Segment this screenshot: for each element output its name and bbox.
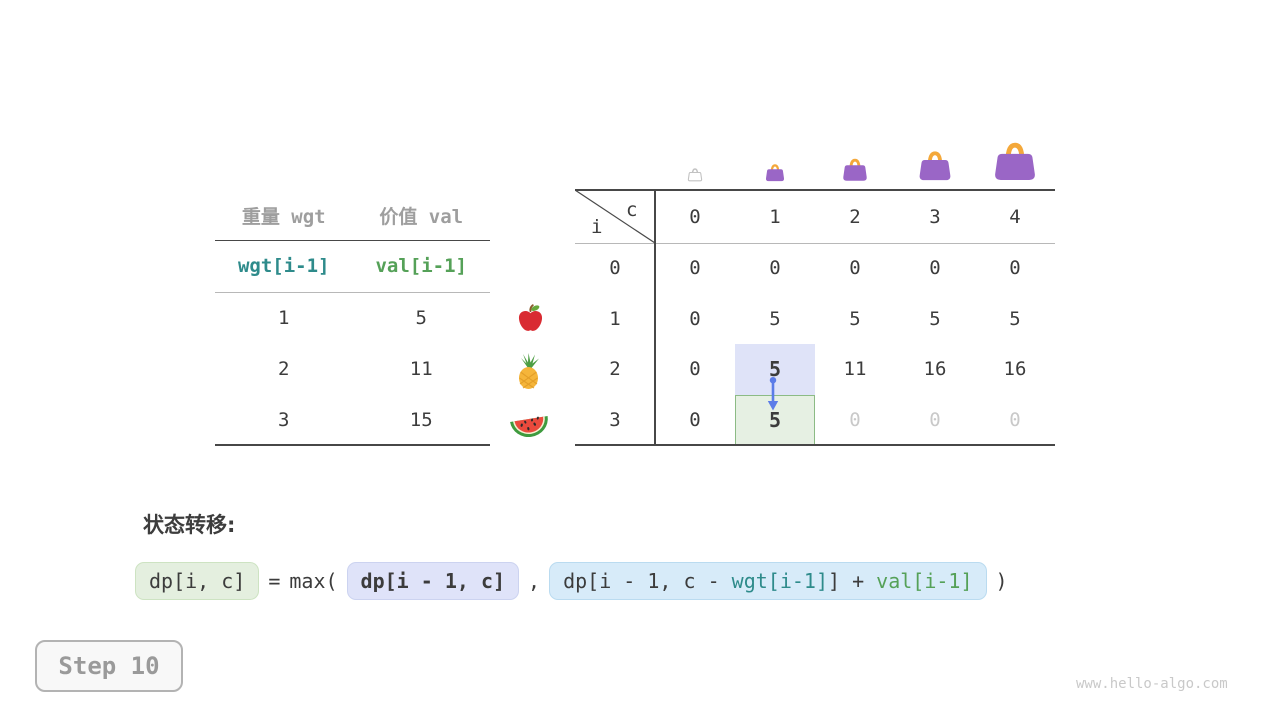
item-3-value: 15 — [409, 408, 433, 431]
step-indicator: Step 10 — [35, 640, 183, 692]
dp-row-header-0: 0 — [609, 257, 621, 280]
item-2-value: 11 — [409, 357, 433, 380]
item-1-weight: 1 — [278, 306, 290, 329]
item-1-value: 5 — [415, 306, 427, 329]
bag-xlarge-icon — [995, 142, 1035, 180]
dp-cell: 0 — [1009, 408, 1021, 431]
formula-arg2-mid: ] + — [828, 569, 877, 593]
items-table: 重量 wgt 价值 val wgt[i-1] val[i-1] 1 5 2 11… — [215, 190, 490, 445]
dp-cell: 0 — [849, 257, 861, 280]
apple-icon — [518, 304, 543, 331]
dp-cell: 5 — [929, 307, 941, 330]
dp-row-header-3: 3 — [609, 408, 621, 431]
dp-table: c i 0 1 2 3 4 0 0 0 0 0 0 1 0 5 5 5 5 2 … — [575, 190, 1055, 445]
items-col-header-value: 价值 val — [379, 205, 464, 228]
dp-table-top-border — [575, 189, 1055, 191]
item-row-2: 2 11 — [215, 343, 490, 394]
formula-arg2-prefix: dp[i - 1, c - — [563, 569, 732, 593]
dp-cell: 0 — [769, 257, 781, 280]
formula-comma: , — [528, 569, 541, 593]
col-variable-label: c — [626, 199, 638, 221]
item-row-3: 3 15 — [215, 394, 490, 445]
dp-corner-cell: c i — [575, 190, 655, 243]
bag-small-icon — [765, 164, 785, 182]
bag-large-icon — [919, 151, 951, 181]
items-table-header-divider — [215, 239, 490, 241]
formula-arg2-wgt: wgt[i-1] — [731, 569, 828, 593]
item-3-weight: 3 — [278, 408, 290, 431]
item-2-weight: 2 — [278, 357, 290, 380]
watermark: www.hello-algo.com — [1076, 676, 1228, 692]
dp-cell: 11 — [843, 358, 867, 381]
dp-cell: 0 — [849, 408, 861, 431]
dp-table-bottom-border — [575, 444, 1055, 446]
corner-diagonal-line — [575, 190, 655, 243]
dp-col-header-1: 1 — [769, 205, 781, 228]
dp-cell: 0 — [689, 307, 701, 330]
formula-equals: = — [268, 569, 281, 593]
dp-table-label-divider — [654, 189, 656, 445]
dp-cell: 0 — [929, 257, 941, 280]
formula-max-open: max( — [289, 569, 338, 593]
dp-col-header-2: 2 — [849, 205, 861, 228]
row-variable-label: i — [591, 216, 603, 238]
dp-cell: 0 — [689, 408, 701, 431]
dp-cell: 5 — [1009, 307, 1021, 330]
pineapple-icon — [519, 353, 539, 389]
formula-arg1-chip: dp[i - 1, c] — [346, 562, 520, 600]
formula-lhs-chip: dp[i, c] — [135, 562, 260, 600]
val-index-label: val[i-1] — [375, 255, 467, 277]
dp-cell: 0 — [929, 408, 941, 431]
dp-col-header-4: 4 — [1009, 205, 1021, 228]
dp-row-header-2: 2 — [609, 358, 621, 381]
items-table-index-row: wgt[i-1] val[i-1] — [215, 240, 490, 292]
transition-formula: dp[i, c] = max( dp[i - 1, c] , dp[i - 1,… — [135, 560, 1008, 602]
transition-arrow-icon — [767, 377, 779, 411]
dp-table-header-divider — [575, 242, 1055, 244]
watermelon-icon — [510, 416, 548, 437]
bag-medium-icon — [843, 158, 867, 181]
item-row-1: 1 5 — [215, 292, 490, 343]
dp-cell: 0 — [689, 257, 701, 280]
dp-col-header-3: 3 — [929, 205, 941, 228]
formula-arg2-chip: dp[i - 1, c - wgt[i-1]] + val[i-1] — [549, 562, 987, 600]
dp-col-header-0: 0 — [689, 205, 701, 228]
dp-cell: 0 — [689, 358, 701, 381]
items-table-header-row: 重量 wgt 价值 val — [215, 190, 490, 240]
wgt-index-label: wgt[i-1] — [237, 255, 330, 277]
empty-bag-icon — [687, 168, 703, 182]
dp-cell: 5 — [849, 307, 861, 330]
items-table-index-divider — [215, 291, 490, 293]
dp-cell-source: 5 — [735, 344, 815, 395]
formula-close-paren: ) — [995, 569, 1008, 593]
transition-heading: 状态转移: — [143, 513, 236, 537]
dp-cell: 16 — [1003, 358, 1027, 381]
dp-cell: 16 — [923, 358, 947, 381]
dp-cell: 5 — [769, 307, 781, 330]
dp-cell: 0 — [1009, 257, 1021, 280]
formula-arg2-val: val[i-1] — [876, 569, 973, 593]
items-table-bottom-border — [215, 444, 490, 446]
items-col-header-weight: 重量 wgt — [241, 205, 326, 228]
dp-row-header-1: 1 — [609, 307, 621, 330]
